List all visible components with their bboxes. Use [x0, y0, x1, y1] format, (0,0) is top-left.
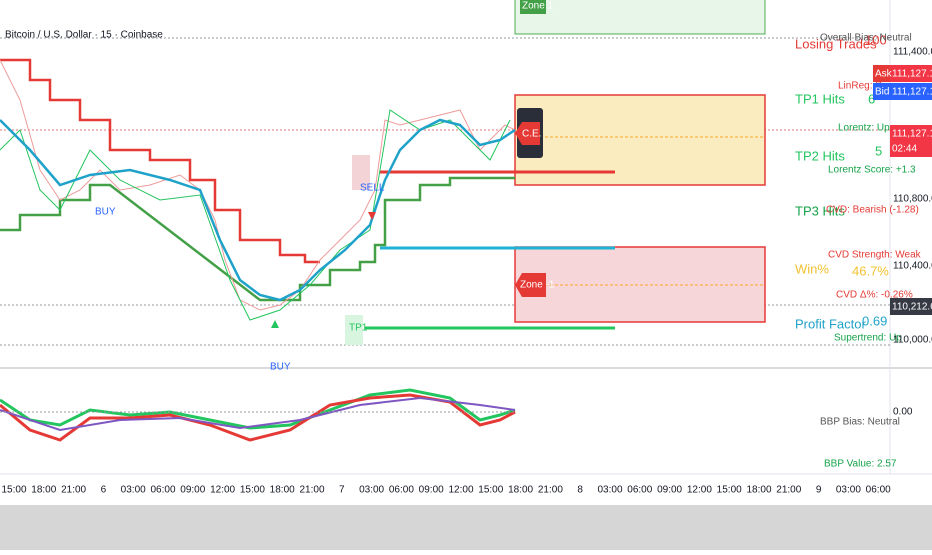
time-label: 9 [816, 485, 822, 496]
time-label: 12:00 [210, 485, 235, 496]
time-label: 03:00 [597, 485, 622, 496]
last-price: 111,127.18 [892, 129, 932, 140]
buy-label: BUY [95, 207, 116, 218]
info: LinReg: Down [838, 81, 901, 92]
time-label: 18:00 [31, 485, 56, 496]
info: CVD Δ%: -0.26% [836, 290, 913, 301]
tp1-label: TP1 [349, 323, 368, 334]
tp1-box [345, 315, 363, 345]
info: CVD Strength: Weak [828, 250, 922, 261]
ask-tag: Ask [875, 69, 893, 80]
bottom-strip [0, 505, 932, 550]
price-axis: 111,400.00 Ask 111,127.19 Bid 111,127.18… [873, 47, 932, 418]
stat-value: 46.7% [852, 263, 889, 278]
bid-price: 111,127.18 [892, 87, 932, 98]
symbol-title: Bitcoin / U.S. Dollar · 15 · Coinbase [5, 30, 163, 41]
zone-label-top: Zone 1 [522, 1, 554, 12]
info: Lorentz Score: +1.3 [828, 165, 916, 176]
stat-value: 5 [875, 143, 882, 158]
time-label: 21:00 [61, 485, 86, 496]
sell-box [352, 155, 370, 190]
stat-label: Losing Trades [795, 36, 877, 51]
stats-panel: Losing Trades 100 TP1 Hits 6 TP2 Hits 5 … [795, 32, 922, 469]
time-label: 09:00 [657, 485, 682, 496]
time-label: 7 [339, 485, 345, 496]
time-label: 12:00 [448, 485, 473, 496]
oscillator [0, 388, 516, 442]
time-label: 21:00 [538, 485, 563, 496]
price-label: 110,000.00 [893, 335, 932, 346]
support-line [0, 176, 515, 302]
time-label: 21:00 [776, 485, 801, 496]
sell-label: SELL [360, 183, 385, 194]
stat-value: 100 [865, 32, 887, 47]
time-label: 06:00 [389, 485, 414, 496]
price-label: 111,400.00 [893, 47, 932, 58]
countdown: 02:44 [892, 144, 917, 155]
ask-price: 111,127.19 [892, 69, 932, 80]
price-label: 110,400.00 [893, 261, 932, 272]
sell-arrow [368, 212, 376, 220]
time-label: 18:00 [270, 485, 295, 496]
time-label: 09:00 [419, 485, 444, 496]
time-label: 03:00 [359, 485, 384, 496]
marked-price: 110,212.60 [892, 302, 932, 313]
info: BBP Value: 2.57 [824, 459, 897, 470]
stat-value: 0.69 [862, 313, 887, 328]
time-label: 6 [101, 485, 107, 496]
stat-label: Win% [795, 261, 829, 276]
time-label: 15:00 [717, 485, 742, 496]
time-label: 21:00 [299, 485, 324, 496]
time-label: 15:00 [478, 485, 503, 496]
time-label: 15:00 [240, 485, 265, 496]
zone-tag-top [520, 0, 546, 14]
info: Overall Bias: Neutral [820, 33, 912, 44]
trail-stop-line [0, 58, 320, 264]
time-label: 15:00 [1, 485, 26, 496]
info: Lorentz: Up [838, 123, 890, 134]
time-label: 03:00 [121, 485, 146, 496]
stat-label: Profit Factor [795, 316, 866, 331]
bid-tag: Bid [875, 87, 889, 98]
oscillator-label: 0.00 [893, 407, 913, 418]
price-line [0, 59, 516, 311]
time-label: 8 [577, 485, 583, 496]
buy-arrow [271, 320, 279, 328]
stat-label: TP2 Hits [795, 148, 845, 163]
info: CVD: Bearish (-1.28) [826, 205, 919, 216]
price-line-up [0, 109, 511, 321]
ce-tag [515, 122, 540, 145]
time-label: 09:00 [180, 485, 205, 496]
zone-tag [515, 273, 546, 297]
zone-box-upper [514, 94, 766, 186]
time-axis: 15:00 18:00 21:00 6 03:00 06:00 09:00 12:00 15:0… [1, 485, 891, 496]
ema-line [0, 118, 516, 302]
time-label: 06:00 [150, 485, 175, 496]
info: Supertrend: Up [834, 333, 902, 344]
stat-value: 6 [868, 91, 875, 106]
info: BBP Bias: Neutral [820, 417, 900, 428]
zone-label: Zone -1 [520, 280, 555, 291]
time-label: 12:00 [687, 485, 712, 496]
time-label: 18:00 [746, 485, 771, 496]
ce-label: C.E. [522, 129, 541, 140]
stat-label: TP3 Hits [795, 203, 845, 218]
zone-box-top [514, 0, 766, 35]
time-label: 06:00 [627, 485, 652, 496]
stat-label: TP1 Hits [795, 91, 845, 106]
time-label: 06:00 [866, 485, 891, 496]
price-label: 110,800.00 [893, 194, 932, 205]
time-label: 03:00 [836, 485, 861, 496]
buy-label: BUY [270, 362, 291, 373]
time-label: 18:00 [508, 485, 533, 496]
